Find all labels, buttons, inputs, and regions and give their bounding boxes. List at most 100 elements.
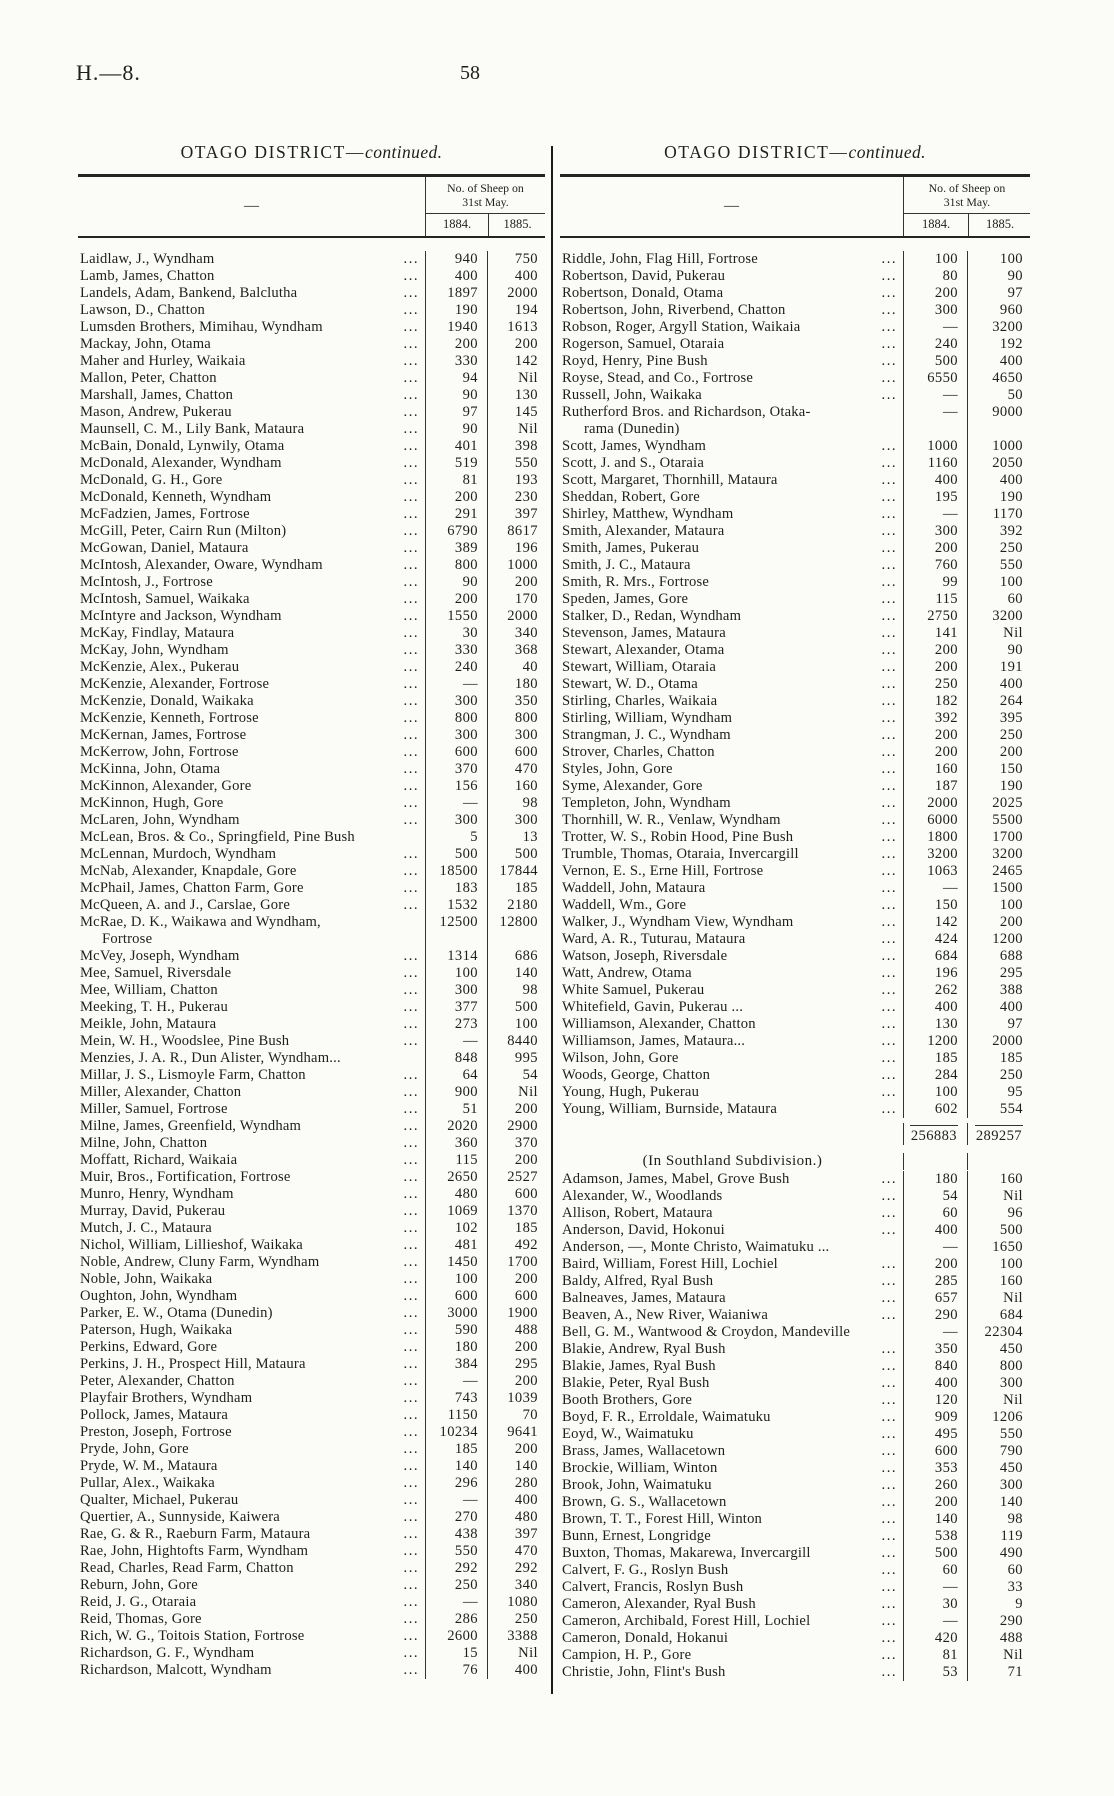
sheep-count-1884: 400 <box>903 1221 967 1239</box>
sheep-count-1885: 1000 <box>967 437 1030 455</box>
farmer-name: McLennan, Murdoch, Wyndham <box>80 845 277 862</box>
sheep-count-1885: 230 <box>487 488 545 506</box>
leader-dots: ... <box>881 658 897 675</box>
farmer-name-cell: Boyd, F. R., Erroldale, Waimatuku... <box>560 1409 903 1426</box>
sheep-count-1884: — <box>903 403 967 438</box>
leader-dots: ... <box>403 590 419 607</box>
table-row: Stewart, William, Otaraia... 200 191 <box>560 658 1030 676</box>
farmer-name: McKerrow, John, Fortrose <box>80 743 239 760</box>
farmer-name-cell: Munro, Henry, Wyndham... <box>78 1186 425 1203</box>
table-row: Christie, John, Flint's Bush... 53 71 <box>560 1663 1030 1681</box>
farmer-name: McLaren, John, Wyndham <box>80 811 240 828</box>
leader-dots: ... <box>881 590 897 607</box>
leader-dots: ... <box>881 692 897 709</box>
table-row: Robertson, John, Riverbend, Chatton... 30… <box>560 301 1030 319</box>
table-row: Rich, W. G., Toitois Station, Fortrose..… <box>78 1627 545 1645</box>
farmer-name-cell: Meikle, John, Mataura... <box>78 1016 425 1033</box>
table-row: Menzies, J. A. R., Dun Alister, Wyndham.… <box>78 1049 545 1067</box>
farmer-name-cell: Blakie, James, Ryal Bush... <box>560 1358 903 1375</box>
table-row: Smith, J. C., Mataura... 760 550 <box>560 556 1030 574</box>
table-row: Young, Hugh, Pukerau... 100 95 <box>560 1083 1030 1101</box>
table-row: McIntyre and Jackson, Wyndham... 1550 2000 <box>78 607 545 625</box>
sheep-count-1885: 160 <box>967 1272 1030 1290</box>
farmer-name: Calvert, Francis, Roslyn Bush <box>562 1578 744 1595</box>
farmer-name-cell: Smith, Alexander, Mataura... <box>560 523 903 540</box>
farmer-name: Woods, George, Chatton <box>562 1066 711 1083</box>
table-row: Rogerson, Samuel, Otaraia... 240 192 <box>560 335 1030 353</box>
farmer-name: McVey, Joseph, Wyndham <box>80 947 240 964</box>
sheep-count-1885: 688 <box>967 947 1030 965</box>
farmer-name-cell: Anderson, —, Monte Christo, Waimatuku ..… <box>560 1239 903 1256</box>
leader-dots: ... <box>403 1134 419 1151</box>
leader-dots: ... <box>881 1612 897 1629</box>
sheep-count-1885: 192 <box>967 335 1030 353</box>
sheep-count-1884: 940 <box>425 250 487 268</box>
table-row: Walker, J., Wyndham View, Wyndham... 142 2… <box>560 913 1030 931</box>
leader-dots: ... <box>881 777 897 794</box>
table-row: Syme, Alexander, Gore... 187 190 <box>560 777 1030 795</box>
farmer-name-cell: Vernon, E. S., Erne Hill, Fortrose... <box>560 863 903 880</box>
continued-label: continued. <box>365 142 443 162</box>
farmer-name-cell: McBain, Donald, Lynwily, Otama... <box>78 438 425 455</box>
farmer-name: Rae, John, Hightofts Farm, Wyndham <box>80 1542 309 1559</box>
table-row: Brockie, William, Winton... 353 450 <box>560 1459 1030 1477</box>
leader-dots: ... <box>881 794 897 811</box>
leader-dots: ... <box>403 284 419 301</box>
leader-dots: ... <box>881 505 897 522</box>
leader-dots: ... <box>881 539 897 556</box>
sheep-count-1885: 492 <box>487 1236 545 1254</box>
table-row: Lawson, D., Chatton... 190 194 <box>78 301 545 319</box>
farmer-name: Stirling, William, Wyndham <box>562 709 733 726</box>
sheep-count-1884: 81 <box>425 471 487 489</box>
sheep-count-1885: 500 <box>967 1221 1030 1239</box>
leader-dots: ... <box>403 539 419 556</box>
table-row: Landels, Adam, Bankend, Balclutha... 1897… <box>78 284 545 302</box>
sheep-count-1885: 185 <box>967 1049 1030 1067</box>
sheep-count-1884: — <box>425 1372 487 1390</box>
leader-dots: ... <box>881 879 897 896</box>
sheep-count-1884: 200 <box>903 1255 967 1273</box>
farmer-name: Watt, Andrew, Otama <box>562 964 692 981</box>
farmer-name-cell: Calvert, Francis, Roslyn Bush... <box>560 1579 903 1596</box>
farmer-name: Rogerson, Samuel, Otaraia <box>562 335 725 352</box>
sheep-count-1885: 1000 <box>487 556 545 574</box>
farmer-name-cell: Eoyd, W., Waimatuku... <box>560 1426 903 1443</box>
table-row: McDonald, G. H., Gore... 81 193 <box>78 471 545 489</box>
sheep-count-1884: 262 <box>903 981 967 999</box>
leader-dots: ... <box>881 573 897 590</box>
leader-dots: ... <box>881 1663 897 1680</box>
subtotal-1885-value: 289257 <box>974 1124 1023 1145</box>
farmer-name: Mackay, John, Otama <box>80 335 211 352</box>
farmer-name: Rich, W. G., Toitois Station, Fortrose <box>80 1627 305 1644</box>
leader-dots: ... <box>881 641 897 658</box>
sheep-count-1885: 50 <box>967 386 1030 404</box>
leader-dots: ... <box>403 1236 419 1253</box>
table-row: Maunsell, C. M., Lily Bank, Mataura... 90… <box>78 420 545 438</box>
sheep-count-1885: 142 <box>487 352 545 370</box>
table-row: Perkins, J. H., Prospect Hill, Mataura..… <box>78 1355 545 1373</box>
leader-dots: ... <box>403 267 419 284</box>
table-row: Waddell, John, Mataura... —1500 <box>560 879 1030 897</box>
leader-dots: ... <box>403 641 419 658</box>
table-row: Sheddan, Robert, Gore... 195 190 <box>560 488 1030 506</box>
leader-dots: ... <box>403 1372 419 1389</box>
sheep-count-1885: 1650 <box>967 1238 1030 1256</box>
sheep-count-1884: 90 <box>425 573 487 591</box>
leader-dots: ... <box>881 1187 897 1204</box>
table-row: Reburn, John, Gore... 250 340 <box>78 1576 545 1594</box>
farmer-name: McGill, Peter, Cairn Run (Milton) <box>80 522 287 539</box>
table-row: Whitefield, Gavin, Pukerau ...... 400 400 <box>560 998 1030 1016</box>
farmer-name-cell: Read, Charles, Read Farm, Chatton... <box>78 1560 425 1577</box>
subtotal-1884: 256883 <box>903 1122 967 1145</box>
sheep-count-1884: 6790 <box>425 522 487 540</box>
table-row: Mee, William, Chatton... 300 98 <box>78 981 545 999</box>
leader-dots: ... <box>881 947 897 964</box>
sheep-count-1884: 150 <box>903 896 967 914</box>
table-row: McVey, Joseph, Wyndham... 1314 686 <box>78 947 545 965</box>
farmer-name-cell: McNab, Alexander, Knapdale, Gore... <box>78 863 425 880</box>
farmer-name: Peter, Alexander, Chatton <box>80 1372 235 1389</box>
farmer-name: Calvert, F. G., Roslyn Bush <box>562 1561 729 1578</box>
farmer-name-cell: Buxton, Thomas, Makarewa, Invercargill..… <box>560 1545 903 1562</box>
leader-dots: ... <box>403 1287 419 1304</box>
table-row: Milne, James, Greenfield, Wyndham... 2020… <box>78 1117 545 1135</box>
